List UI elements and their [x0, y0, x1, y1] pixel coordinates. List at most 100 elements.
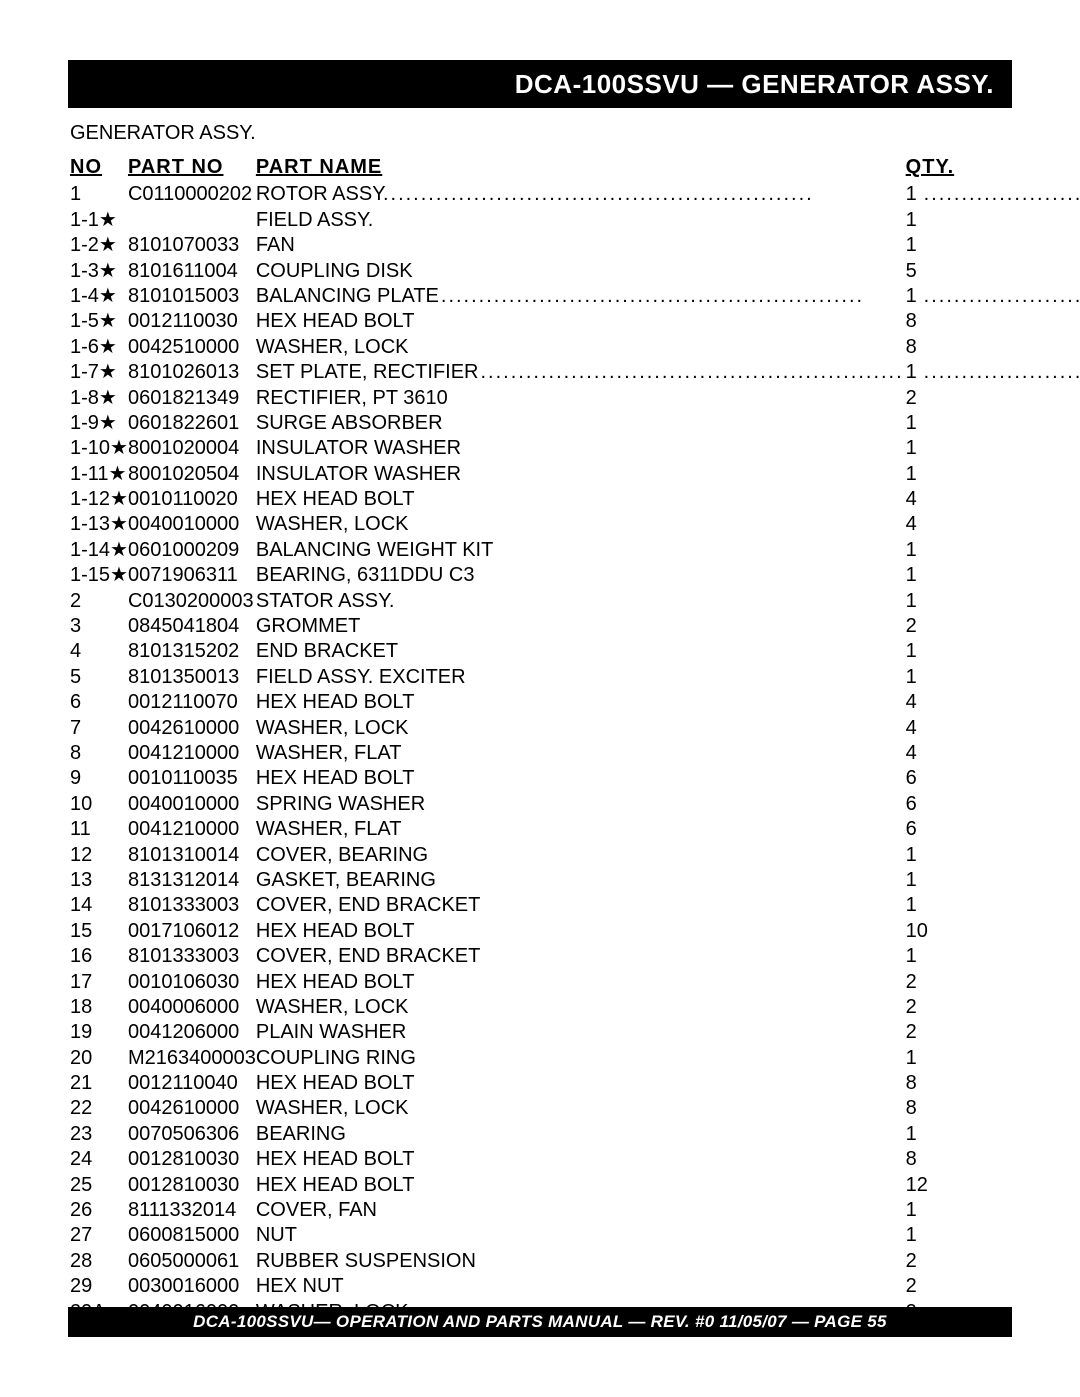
- cell-qty: 1: [906, 233, 1080, 258]
- cell-no: 1-15★: [68, 563, 128, 588]
- table-row: 60012110070HEX HEAD BOLT4: [68, 690, 1080, 715]
- table-row: 1-8★0601821349RECTIFIER, PT 36102: [68, 386, 1080, 411]
- cell-qty: 4: [906, 690, 1080, 715]
- cell-no: 2: [68, 589, 128, 614]
- cell-partname: HEX HEAD BOLT: [256, 766, 906, 791]
- cell-partname: WASHER, LOCK: [256, 512, 906, 537]
- col-header-no: NO: [68, 155, 128, 182]
- cell-no: 20: [68, 1046, 128, 1071]
- cell-partname: COUPLING RING: [256, 1046, 906, 1071]
- cell-qty: 10: [906, 919, 1080, 944]
- cell-partname: END BRACKET: [256, 639, 906, 664]
- cell-partno: 0041206000: [128, 1020, 256, 1045]
- cell-qty: 2: [906, 386, 1080, 411]
- cell-partname: GASKET, BEARING: [256, 868, 906, 893]
- cell-partname: BALANCING WEIGHT KIT: [256, 538, 906, 563]
- cell-qty: 1.......................................…: [906, 182, 1080, 207]
- cell-no: 16: [68, 944, 128, 969]
- cell-no: 1-12★: [68, 487, 128, 512]
- table-row: 70042610000WASHER, LOCK4: [68, 716, 1080, 741]
- cell-qty: 6: [906, 792, 1080, 817]
- cell-partno: 0601822601: [128, 411, 256, 436]
- cell-qty: 4: [906, 512, 1080, 537]
- table-row: 190041206000PLAIN WASHER2: [68, 1020, 1080, 1045]
- cell-qty: 8: [906, 335, 1080, 360]
- col-header-qty: QTY.: [906, 155, 1080, 182]
- table-row: 2C0130200003STATOR ASSY.1: [68, 589, 1080, 614]
- cell-no: 25: [68, 1173, 128, 1198]
- cell-partno: 8101026013: [128, 360, 256, 385]
- table-row: 268111332014COVER, FAN1: [68, 1198, 1080, 1223]
- cell-no: 27: [68, 1223, 128, 1248]
- cell-partno: 8101070033: [128, 233, 256, 258]
- cell-no: 1-13★: [68, 512, 128, 537]
- cell-qty: 6: [906, 766, 1080, 791]
- page-title-bar: DCA-100SSVU — GENERATOR ASSY.: [68, 60, 1012, 108]
- cell-qty: 8: [906, 1147, 1080, 1172]
- cell-qty: 8: [906, 1071, 1080, 1096]
- cell-partno: 0012110030: [128, 309, 256, 334]
- cell-partname: STATOR ASSY.: [256, 589, 906, 614]
- table-row: 150017106012HEX HEAD BOLT10: [68, 919, 1080, 944]
- cell-partno: 0010110020: [128, 487, 256, 512]
- cell-partno: 8101333003: [128, 944, 256, 969]
- cell-partno: 0040006000: [128, 995, 256, 1020]
- cell-no: 23: [68, 1122, 128, 1147]
- cell-partname: HEX HEAD BOLT: [256, 1147, 906, 1172]
- cell-partname: BEARING: [256, 1122, 906, 1147]
- cell-partname: HEX HEAD BOLT: [256, 487, 906, 512]
- cell-partname: HEX HEAD BOLT: [256, 1071, 906, 1096]
- cell-no: 8: [68, 741, 128, 766]
- cell-partname: COVER, END BRACKET: [256, 893, 906, 918]
- table-row: 210012110040HEX HEAD BOLT8: [68, 1071, 1080, 1096]
- cell-partname: ROTOR ASSY..............................…: [256, 182, 906, 207]
- cell-no: 1-5★: [68, 309, 128, 334]
- cell-no: 1-9★: [68, 411, 128, 436]
- cell-partname: GROMMET: [256, 614, 906, 639]
- cell-partno: C0110000202: [128, 182, 256, 207]
- cell-partname: FIELD ASSY.: [256, 208, 906, 233]
- cell-partname: FIELD ASSY. EXCITER: [256, 665, 906, 690]
- table-row: 148101333003COVER, END BRACKET1: [68, 893, 1080, 918]
- cell-partno: 8101310014: [128, 843, 256, 868]
- table-row: 1-2★8101070033FAN1: [68, 233, 1080, 258]
- cell-partname: PLAIN WASHER: [256, 1020, 906, 1045]
- cell-partno: 8101350013: [128, 665, 256, 690]
- cell-partname: WASHER, LOCK: [256, 995, 906, 1020]
- cell-partname: HEX NUT: [256, 1274, 906, 1299]
- table-row: 240012810030HEX HEAD BOLT8: [68, 1147, 1080, 1172]
- cell-qty: 5: [906, 259, 1080, 284]
- cell-qty: 2: [906, 614, 1080, 639]
- cell-qty: 12: [906, 1173, 1080, 1198]
- cell-partno: C0130200003: [128, 589, 256, 614]
- table-row: 1-1★FIELD ASSY.1: [68, 208, 1080, 233]
- page-footer-bar: DCA-100SSVU— OPERATION AND PARTS MANUAL …: [68, 1307, 1012, 1337]
- table-row: 1-12★0010110020HEX HEAD BOLT4: [68, 487, 1080, 512]
- cell-partno: 0071906311: [128, 563, 256, 588]
- cell-partno: 0601000209: [128, 538, 256, 563]
- cell-partname: WASHER, LOCK: [256, 1096, 906, 1121]
- cell-no: 17: [68, 970, 128, 995]
- cell-no: 15: [68, 919, 128, 944]
- cell-qty: 1: [906, 639, 1080, 664]
- table-row: 290030016000HEX NUT2: [68, 1274, 1080, 1299]
- cell-qty: 2: [906, 995, 1080, 1020]
- cell-qty: 2: [906, 1020, 1080, 1045]
- cell-no: 21: [68, 1071, 128, 1096]
- cell-partno: 0012810030: [128, 1173, 256, 1198]
- cell-qty: 1: [906, 893, 1080, 918]
- cell-no: 1-1★: [68, 208, 128, 233]
- cell-qty: 1: [906, 563, 1080, 588]
- table-row: 90010110035HEX HEAD BOLT6: [68, 766, 1080, 791]
- cell-qty: 1: [906, 538, 1080, 563]
- table-row: 1C0110000202ROTOR ASSY..................…: [68, 182, 1080, 207]
- cell-partno: 0010110035: [128, 766, 256, 791]
- table-header-row: NO PART NO PART NAME QTY. REMARK: [68, 155, 1080, 182]
- cell-qty: 1: [906, 1223, 1080, 1248]
- cell-partno: 0601821349: [128, 386, 256, 411]
- table-row: 100040010000SPRING WASHER6: [68, 792, 1080, 817]
- cell-partno: [128, 208, 256, 233]
- col-header-name: PART NAME: [256, 155, 906, 182]
- cell-partno: 8101315202: [128, 639, 256, 664]
- cell-partno: 8001020504: [128, 462, 256, 487]
